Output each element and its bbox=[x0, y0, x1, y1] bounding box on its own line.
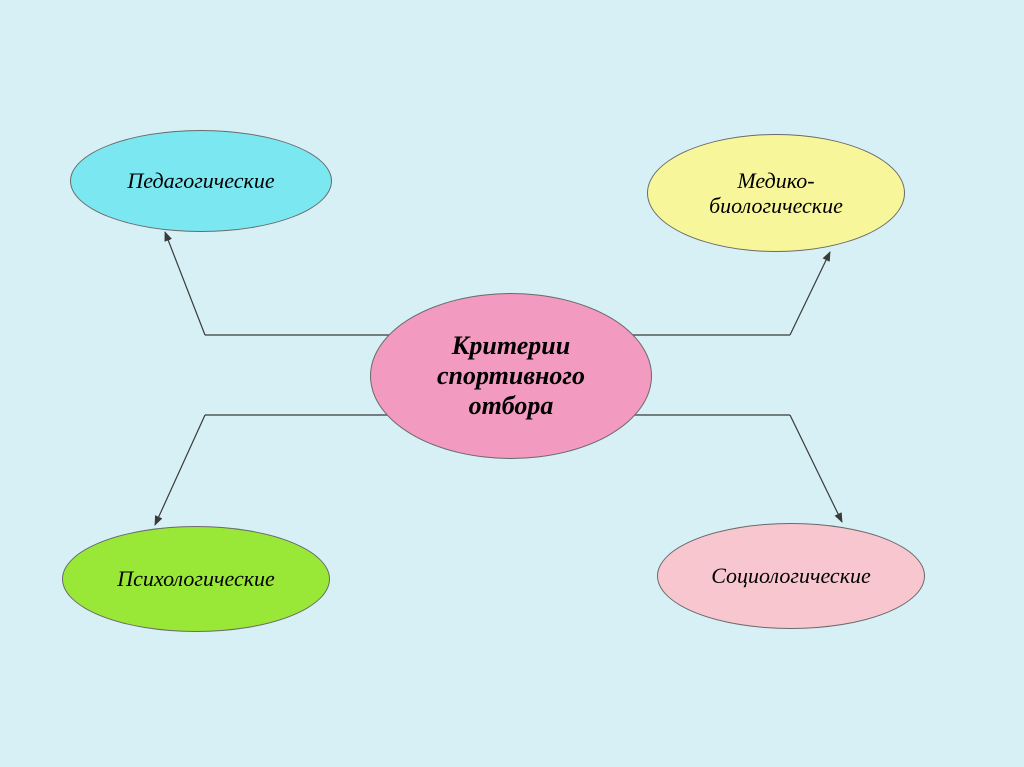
node-sociological-label: Социологические bbox=[711, 563, 871, 588]
node-psychological: Психологические bbox=[62, 526, 330, 632]
node-medical-biological-label: Медико- биологические bbox=[709, 168, 843, 219]
diagram-canvas: Критерии спортивного отбора Педагогическ… bbox=[0, 0, 1024, 767]
node-pedagogical: Педагогические bbox=[70, 130, 332, 232]
node-center-label: Критерии спортивного отбора bbox=[437, 331, 585, 421]
node-sociological: Социологические bbox=[657, 523, 925, 629]
node-center: Критерии спортивного отбора bbox=[370, 293, 652, 459]
node-medical-biological: Медико- биологические bbox=[647, 134, 905, 252]
node-psychological-label: Психологические bbox=[117, 566, 275, 591]
node-pedagogical-label: Педагогические bbox=[127, 168, 274, 193]
